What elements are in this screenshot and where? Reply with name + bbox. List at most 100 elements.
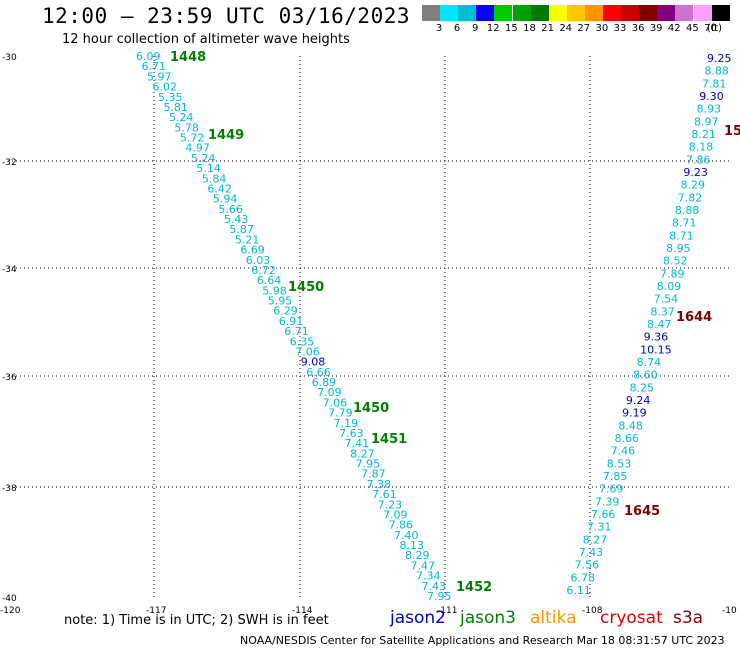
lat-tick-label: -40 bbox=[2, 594, 17, 604]
swh-value-label: 5.24 bbox=[169, 111, 194, 124]
lon-tick-label: -117 bbox=[146, 606, 166, 616]
legend-label: 24 bbox=[559, 23, 573, 34]
swh-value-label: 7.46 bbox=[611, 445, 636, 458]
satellite-legend-item: cryosat bbox=[600, 608, 663, 628]
legend-swatch bbox=[566, 5, 585, 21]
swh-value-label: 7.79 bbox=[328, 407, 353, 420]
swh-value-label: 8.29 bbox=[681, 179, 706, 192]
swh-value-label: 7.82 bbox=[678, 191, 703, 204]
pass-time-label: 1450 bbox=[288, 280, 324, 295]
swh-value-label: 5.78 bbox=[174, 121, 199, 134]
swh-value-label: 8.93 bbox=[697, 103, 722, 116]
swh-value-label: 7.47 bbox=[411, 559, 436, 572]
legend-swatch bbox=[693, 5, 712, 21]
swh-value-label: 9.36 bbox=[644, 331, 669, 344]
swh-value-label: 6.03 bbox=[246, 254, 271, 267]
swh-value-label: 8.88 bbox=[675, 204, 700, 217]
swh-value-label: 6.64 bbox=[257, 274, 282, 287]
legend-label: 3 bbox=[435, 23, 443, 34]
swh-value-label: 8.27 bbox=[350, 447, 375, 460]
legend-label: 45 bbox=[686, 23, 699, 34]
swh-value-label: 7.19 bbox=[334, 417, 359, 430]
legend-label: 33 bbox=[613, 23, 627, 34]
lon-tick-label: -120 bbox=[0, 606, 21, 616]
legend-label: 39 bbox=[649, 23, 663, 34]
swh-value-label: 7.34 bbox=[416, 570, 441, 583]
legend-label: 9 bbox=[472, 23, 479, 34]
swh-value-label: 6.91 bbox=[279, 315, 304, 328]
legend-swatch bbox=[621, 5, 640, 21]
lat-tick-label: -36 bbox=[2, 373, 17, 383]
legend-swatch bbox=[458, 5, 477, 21]
swh-value-label: 7.06 bbox=[323, 396, 348, 409]
page-subtitle: 12 hour collection of altimeter wave hei… bbox=[62, 32, 350, 47]
swh-value-label: 6.89 bbox=[312, 376, 337, 389]
pass-time-label: 1644 bbox=[676, 310, 712, 325]
legend-label: 15 bbox=[505, 23, 518, 34]
legend-swatch bbox=[603, 5, 622, 21]
swh-value-label: 5.72 bbox=[180, 132, 205, 145]
lon-tick-label: -111 bbox=[437, 606, 457, 616]
swh-value-label: 7.56 bbox=[575, 559, 600, 572]
swh-value-label: 9.25 bbox=[707, 52, 732, 65]
swh-value-label: 5.94 bbox=[213, 193, 238, 206]
swh-value-label: 5.43 bbox=[224, 213, 249, 226]
swh-value-label: 7.86 bbox=[389, 519, 414, 532]
swh-value-label: 8.71 bbox=[672, 217, 697, 230]
lat-tick-label: -32 bbox=[2, 158, 17, 168]
swh-value-label: 8.47 bbox=[647, 318, 672, 331]
legend-label: 6 bbox=[453, 23, 461, 34]
swh-value-label: 6.71 bbox=[284, 325, 309, 338]
pass-time-label: 1449 bbox=[208, 128, 244, 143]
swh-value-label: 7.95 bbox=[427, 590, 452, 603]
swh-value-label: 8.18 bbox=[689, 141, 714, 154]
swh-value-label: 8.66 bbox=[615, 432, 640, 445]
legend-label: 12 bbox=[486, 23, 500, 34]
swh-value-label: 7.40 bbox=[394, 529, 419, 542]
swh-value-label: 8.95 bbox=[666, 242, 691, 255]
swh-value-label: 5.97 bbox=[147, 70, 172, 83]
pass-time-label: 1448 bbox=[170, 50, 206, 65]
swh-value-label: 8.29 bbox=[405, 549, 430, 562]
swh-value-label: 5.81 bbox=[163, 101, 188, 114]
swh-value-label: 7.89 bbox=[660, 267, 685, 280]
swh-value-label: 10.15 bbox=[640, 343, 672, 356]
swh-value-label: 6.02 bbox=[152, 81, 177, 94]
swh-value-label: 7.09 bbox=[317, 386, 342, 399]
swh-value-label: 6.35 bbox=[290, 335, 315, 348]
swh-value-label: 9.19 bbox=[622, 407, 647, 420]
swh-value-label: 7.31 bbox=[587, 521, 612, 534]
lat-tick-label: -30 bbox=[2, 53, 17, 63]
lat-tick-label: -34 bbox=[2, 265, 17, 275]
swh-value-label: 8.97 bbox=[694, 115, 719, 128]
swh-value-label: 7.43 bbox=[422, 580, 447, 593]
swh-value-label: 6.66 bbox=[306, 366, 331, 379]
swh-value-label: 4.97 bbox=[185, 142, 210, 155]
swh-value-label: 8.60 bbox=[633, 369, 658, 382]
swh-value-label: 6.11 bbox=[566, 584, 591, 597]
swh-value-label: 8.52 bbox=[663, 255, 688, 268]
lat-tick-label: -38 bbox=[2, 484, 17, 494]
legend-swatch bbox=[494, 5, 513, 21]
swh-value-label: 5.35 bbox=[158, 91, 183, 104]
swh-value-label: 8.27 bbox=[583, 533, 608, 546]
swh-value-label: 8.53 bbox=[607, 457, 632, 470]
swh-value-label: 8.09 bbox=[657, 280, 682, 293]
legend-swatch bbox=[512, 5, 531, 21]
swh-value-label: 9.08 bbox=[301, 356, 326, 369]
legend-swatch bbox=[711, 5, 730, 21]
legend-swatch bbox=[675, 5, 694, 21]
legend-label: 36 bbox=[631, 23, 645, 34]
swh-value-label: 6.69 bbox=[240, 244, 264, 257]
swh-value-label: 9.30 bbox=[699, 90, 724, 103]
pass-time-label: 15 bbox=[724, 124, 740, 139]
swh-value-label: 9.23 bbox=[683, 166, 708, 179]
legend-swatch bbox=[476, 5, 495, 21]
swh-value-label: 7.06 bbox=[295, 345, 320, 358]
swh-value-label: 5.84 bbox=[202, 172, 227, 185]
swh-value-label: 8.74 bbox=[637, 356, 662, 369]
legend-unit: (ft) bbox=[707, 23, 723, 34]
swh-value-label: 5.98 bbox=[262, 284, 287, 297]
legend-label: 30 bbox=[595, 23, 609, 34]
